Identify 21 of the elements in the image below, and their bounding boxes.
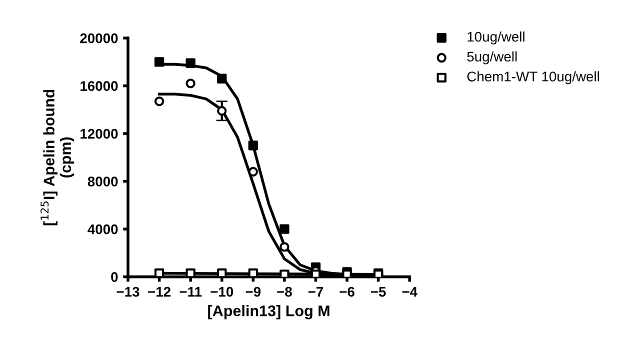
y-tick-label: 16000 [80, 81, 118, 91]
y-tick-label: 4000 [88, 224, 118, 234]
x-tick-label: −9 [246, 286, 261, 297]
legend-label: Chem1-WT 10ug/well [467, 71, 599, 84]
x-tick-label: −4 [402, 287, 418, 297]
legend-label: 10ug/well [468, 31, 524, 44]
y-tick-label: 20000 [80, 33, 118, 44]
x-tick-label: −11 [180, 287, 202, 297]
y-tick-label: 8000 [88, 176, 118, 186]
x-tick-label: −7 [308, 287, 324, 297]
y-tick-label: 0 [111, 272, 118, 282]
x-tick-label: −13 [116, 286, 140, 297]
x-tick-label: −5 [370, 287, 386, 297]
x-axis-title: [Apelin13] Log M [208, 305, 330, 320]
y-tick-label: 12000 [80, 128, 118, 139]
legend-label: 5ug/well [467, 51, 517, 64]
x-tick-label: −10 [210, 286, 234, 297]
x-tick-label: −8 [277, 286, 292, 297]
y-axis-title: [$^{125}$I] Apelin bound (cpm) [40, 90, 74, 226]
x-tick-label: −6 [340, 286, 354, 297]
x-tick-label: −12 [148, 286, 171, 297]
